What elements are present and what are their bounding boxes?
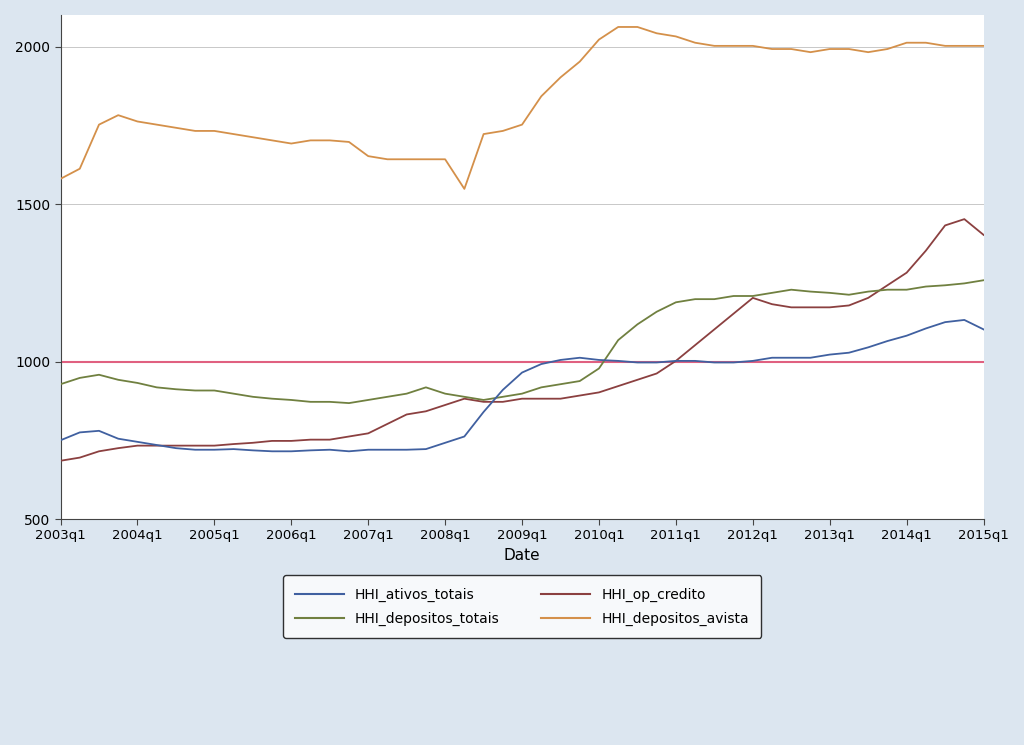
X-axis label: Date: Date [504,548,541,563]
Legend: HHI_ativos_totais, HHI_depositos_totais, HHI_op_credito, HHI_depositos_avista: HHI_ativos_totais, HHI_depositos_totais,… [283,575,761,638]
